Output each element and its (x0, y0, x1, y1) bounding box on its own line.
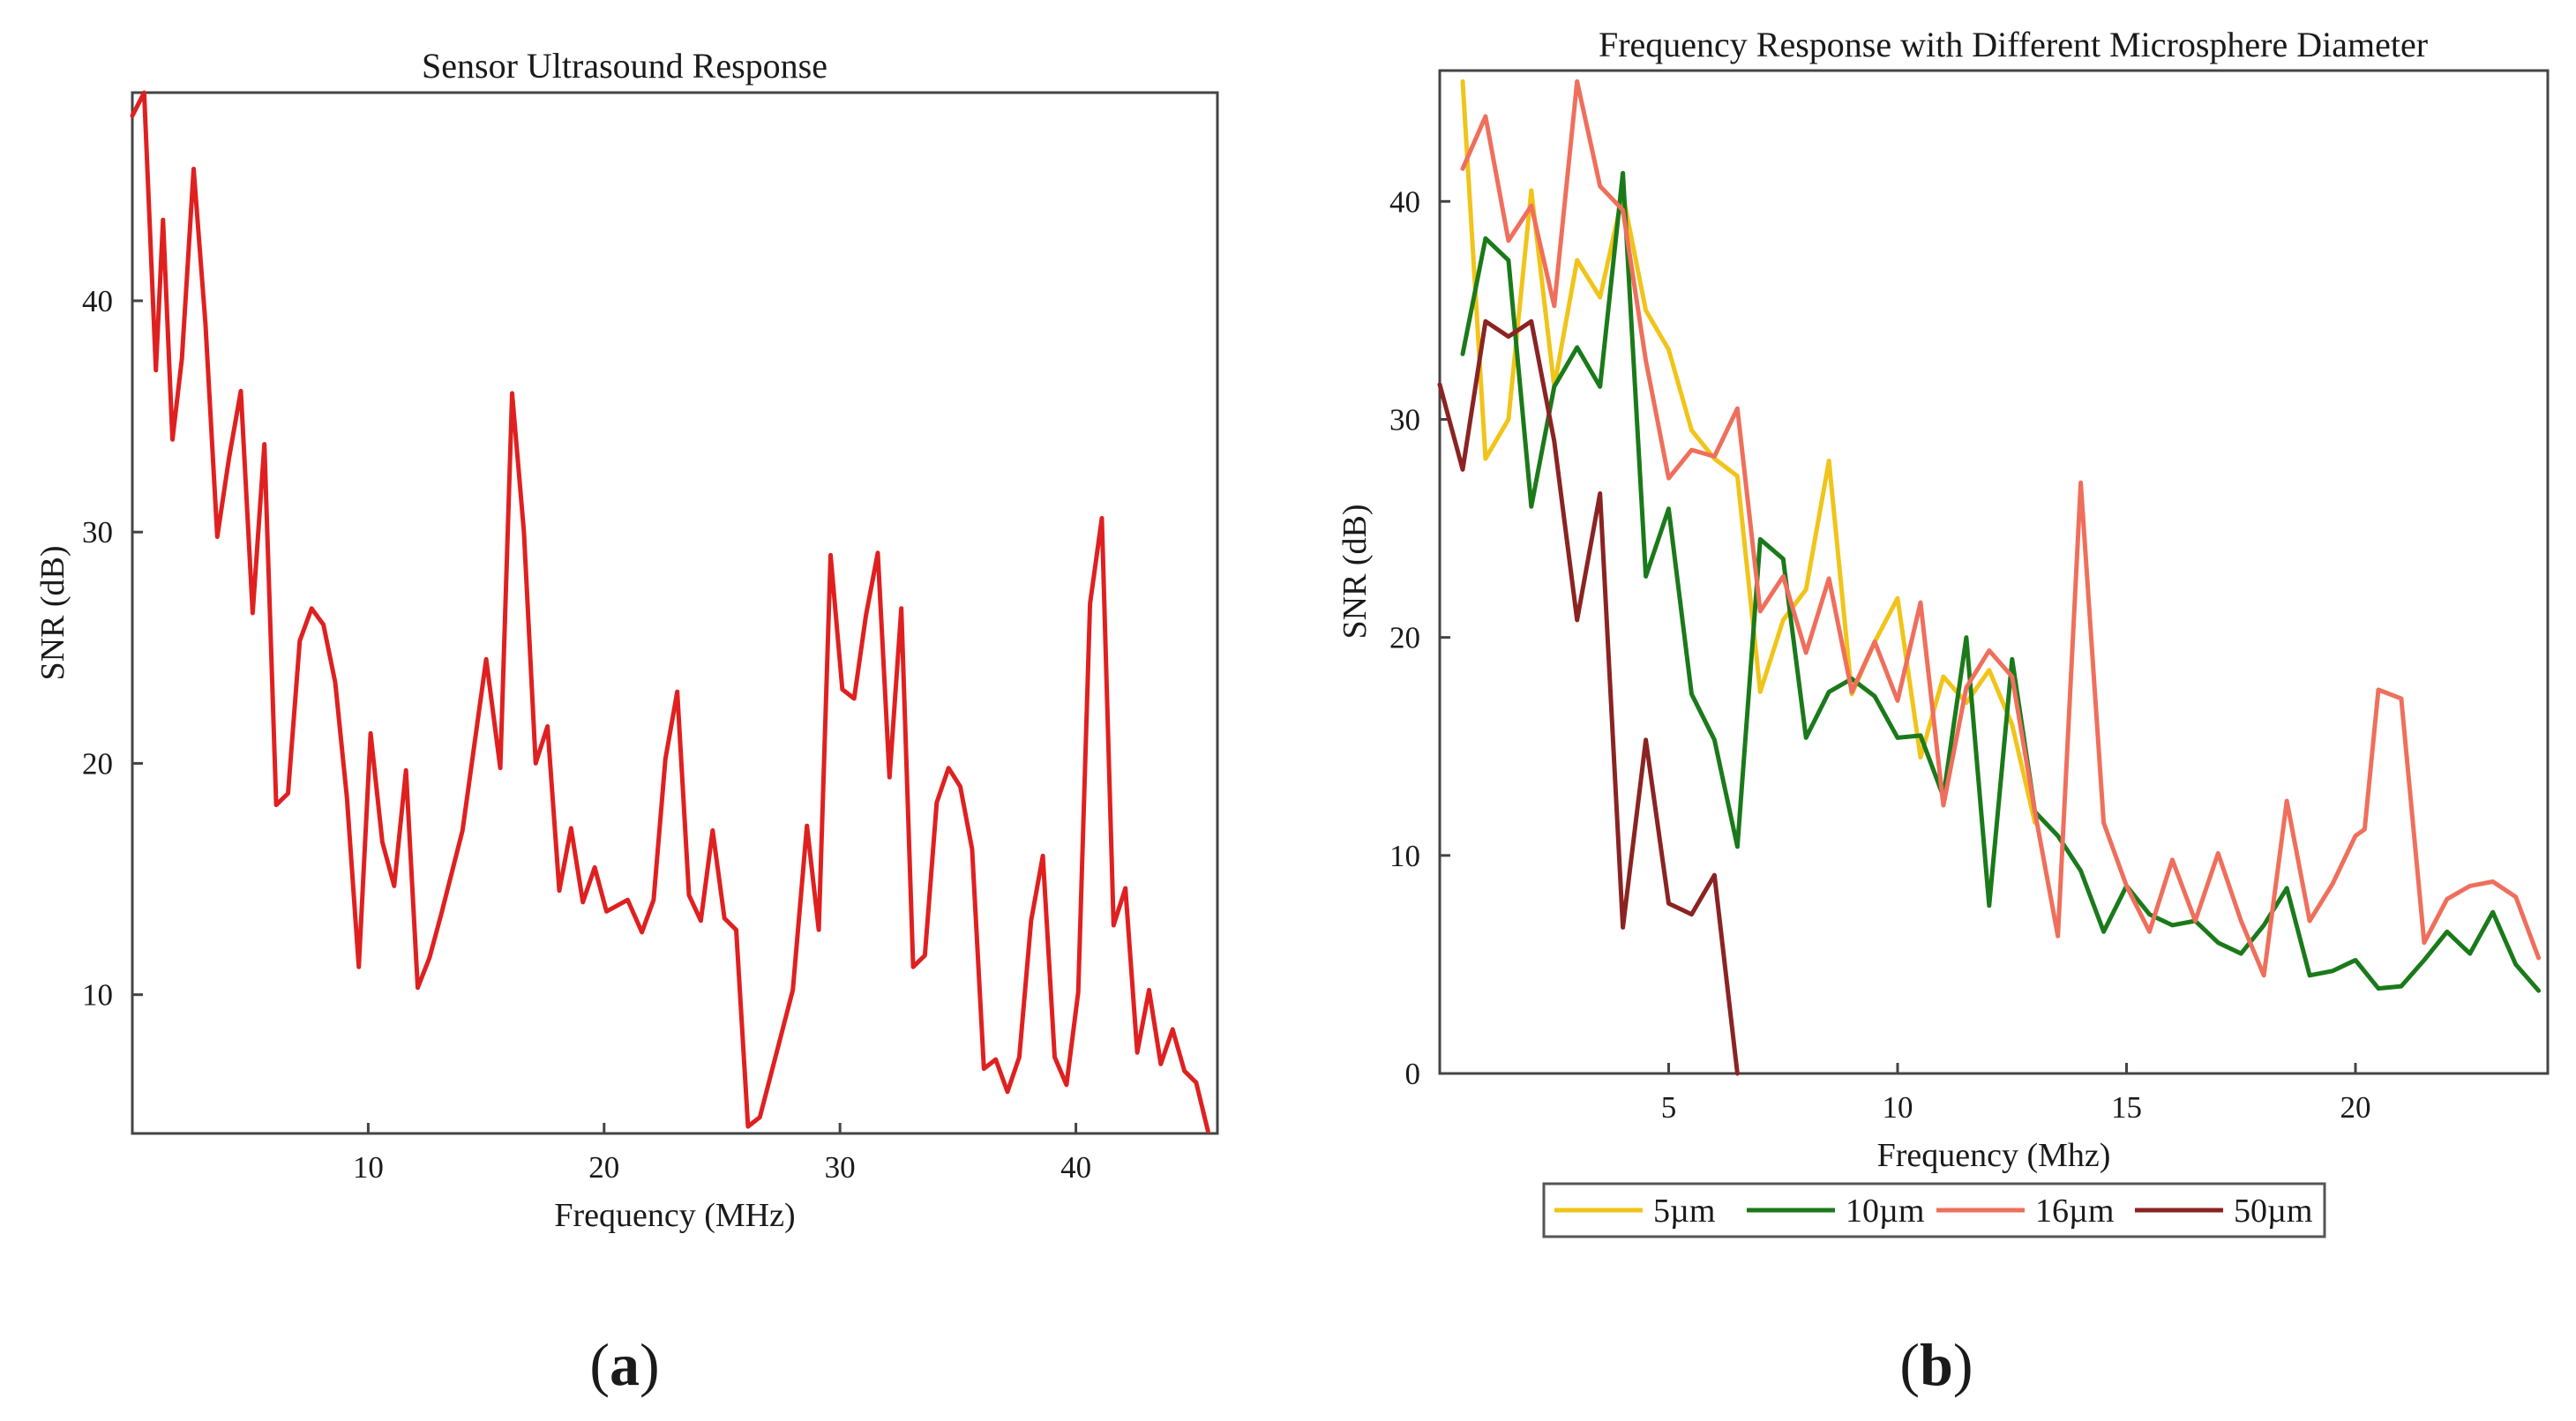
panel-b-label-letter: b (1920, 1331, 1953, 1398)
panel-b-legend-label-16-m: 16µm (2035, 1193, 2114, 1230)
panel-a-y-tick-label: 30 (82, 515, 113, 550)
panel-b-y-tick-label: 40 (1389, 184, 1420, 219)
panel-a-y-tick-label: 10 (82, 978, 113, 1013)
panel-b-y-tick-label: 10 (1389, 839, 1420, 873)
panel-a-y-tick-label: 20 (82, 746, 113, 781)
panel-b-label-open: ( (1899, 1331, 1920, 1398)
panel-b-legend: 5µm 10µm 16µm 50µm (1542, 1182, 2326, 1238)
panel-a-label: (a) (589, 1331, 659, 1398)
panel-b-ticks: 5 10 15 20 0 10 20 30 40 (1389, 184, 2371, 1125)
panel-a-ticks: 10 20 30 40 10 20 30 40 (82, 284, 1091, 1185)
panel-b: Frequency Response with Different Micros… (1337, 25, 2550, 1398)
panel-a-title: Sensor Ultrasound Response (422, 46, 827, 86)
panel-b-title: Frequency Response with Different Micros… (1599, 25, 2428, 64)
panel-a-series-line-snr (130, 90, 1210, 1133)
panel-a-x-tick-label: 30 (825, 1150, 856, 1185)
panel-a-x-tick-label: 40 (1060, 1150, 1091, 1185)
panel-b-x-tick-label: 5 (1661, 1090, 1677, 1125)
panel-b-legend-label-5-m: 5µm (1653, 1193, 1715, 1230)
panel-b-series-line-50-m (1437, 318, 1740, 1076)
panel-b-y-tick-label: 30 (1389, 402, 1420, 437)
panel-b-y-axis-label: SNR (dB) (1337, 504, 1374, 639)
panel-b-x-tick-label: 20 (2340, 1090, 2371, 1125)
panel-a-label-letter: a (610, 1331, 640, 1398)
panel-a-label-open: ( (589, 1331, 610, 1398)
panel-b-label-close: ) (1953, 1331, 1973, 1398)
panel-b-series-line-16-m (1460, 79, 2542, 978)
panel-b-x-axis-label: Frequency (Mhz) (1877, 1137, 2111, 1174)
panel-b-legend-label-10-m: 10µm (1846, 1193, 1924, 1230)
panel-a-label-close: ) (640, 1331, 660, 1398)
panel-a-x-tick-label: 10 (353, 1150, 384, 1185)
panel-b-series-line-10-m (1460, 170, 2542, 993)
panel-b-plot-frame (1438, 69, 2550, 1075)
panel-b-legend-label-50-m: 50µm (2234, 1193, 2312, 1230)
panel-a: Sensor Ultrasound Response 10 20 30 40 10 20 3… (34, 46, 1219, 1398)
panel-b-series (1437, 79, 2542, 1076)
panel-a-y-tick-label: 40 (82, 284, 113, 318)
panel-b-x-tick-label: 10 (1883, 1090, 1913, 1125)
panel-b-y-tick-label: 20 (1389, 621, 1420, 655)
panel-a-x-tick-label: 20 (588, 1150, 619, 1185)
panel-a-x-axis-label: Frequency (MHz) (554, 1197, 795, 1234)
panel-a-y-axis-label: SNR (dB) (34, 545, 71, 680)
panel-b-series-line-5-m (1460, 79, 2038, 826)
panel-a-plot-frame (131, 91, 1219, 1135)
panel-b-label: (b) (1899, 1331, 1973, 1398)
panel-b-x-tick-label: 15 (2111, 1090, 2142, 1125)
panel-b-y-tick-label: 0 (1405, 1057, 1421, 1091)
panel-a-series (130, 90, 1210, 1133)
